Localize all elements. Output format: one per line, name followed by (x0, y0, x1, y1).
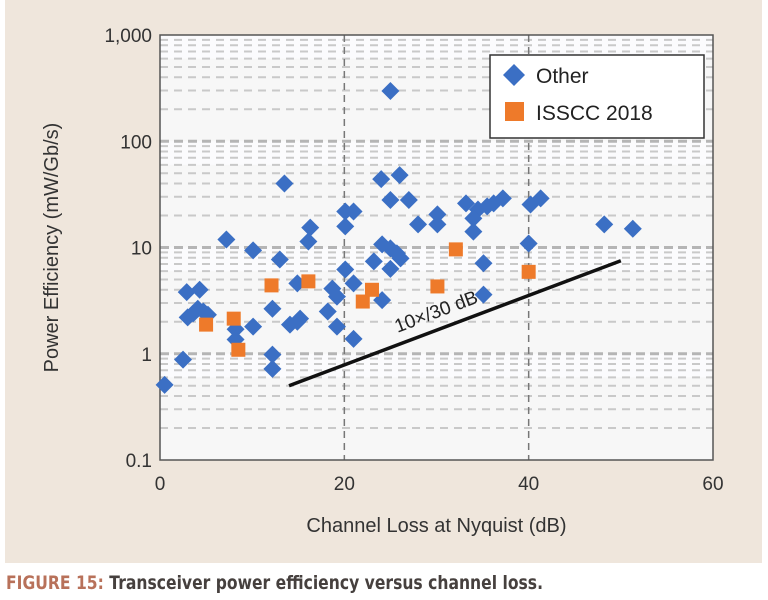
x-tick-label: 40 (518, 474, 539, 495)
point-other (275, 174, 294, 193)
point-other (344, 202, 363, 221)
caption-text: Transceiver power efficiency versus chan… (109, 572, 543, 594)
point-other (244, 317, 263, 336)
point-isscc-2018 (430, 279, 445, 294)
point-other (263, 345, 282, 364)
figure-caption: FIGURE 15: Transceiver power efficiency … (6, 572, 543, 594)
point-other (318, 302, 337, 321)
legend-label: ISSCC 2018 (536, 102, 653, 125)
x-axis-label: Channel Loss at Nyquist (dB) (306, 515, 566, 537)
point-other (327, 287, 346, 306)
y-tick-label: 0.1 (126, 451, 152, 472)
grid-band (160, 247, 713, 272)
x-tick-label: 20 (334, 474, 355, 495)
point-other (595, 215, 614, 234)
point-other (493, 189, 512, 208)
point-other (190, 280, 209, 299)
point-other (390, 166, 409, 185)
point-other (428, 215, 447, 234)
point-other (344, 274, 363, 293)
point-other (299, 232, 318, 251)
point-isscc-2018 (199, 317, 214, 332)
point-other (474, 254, 493, 273)
grid-band (160, 141, 713, 165)
point-isscc-2018 (355, 294, 370, 309)
plot-frame (159, 34, 714, 461)
point-other (519, 234, 538, 253)
point-other (464, 222, 483, 241)
point-other (244, 241, 263, 260)
point-other (155, 375, 174, 394)
point-other (623, 219, 642, 238)
point-isscc-2018 (521, 264, 536, 279)
point-other (399, 190, 418, 209)
point-other (409, 215, 428, 234)
y-tick-label: 100 (120, 132, 152, 153)
point-other (291, 309, 310, 328)
point-other (336, 217, 355, 236)
point-other (301, 218, 320, 237)
point-other (327, 317, 346, 336)
caption-label: FIGURE 15: (6, 572, 104, 594)
point-other (456, 194, 475, 213)
point-other (391, 249, 410, 268)
grid-band (160, 353, 713, 378)
point-isscc-2018 (301, 274, 316, 289)
y-tick-label: 1 (141, 345, 152, 366)
point-isscc-2018 (448, 242, 463, 257)
trend-line (288, 259, 622, 388)
point-other (263, 359, 282, 378)
point-other (381, 259, 400, 278)
legend-label: Other (536, 65, 589, 88)
point-other (381, 82, 400, 101)
point-other (428, 205, 447, 224)
legend (489, 54, 705, 139)
point-other (217, 230, 236, 249)
point-other (344, 329, 363, 348)
scatter-chart: 0 20 40 60 0.1 1 10 100 1,000 Channel Loss at Nyq… (41, 26, 724, 537)
point-other (474, 285, 493, 304)
y-tick-label: 10 (131, 239, 152, 260)
point-other (174, 350, 193, 369)
point-isscc-2018 (264, 278, 279, 293)
y-axis-label: Power Efficiency (mW/Gb/s) (41, 123, 63, 373)
x-tick-label: 60 (702, 474, 723, 495)
point-other (372, 170, 391, 189)
point-other (531, 189, 550, 208)
legend-marker-other (503, 64, 525, 86)
point-other (464, 209, 483, 228)
point-other (263, 299, 282, 318)
point-isscc-2018 (231, 342, 246, 357)
point-isscc-2018 (364, 282, 379, 297)
grid-band (160, 35, 713, 59)
x-tick-label: 0 (155, 474, 166, 495)
point-other (177, 283, 196, 302)
point-other (381, 190, 400, 209)
point-other (364, 252, 383, 271)
y-tick-label: 1,000 (104, 26, 152, 47)
point-isscc-2018 (226, 311, 241, 326)
point-other (336, 260, 355, 279)
legend-marker-isscc-2018 (505, 102, 524, 121)
point-other (270, 250, 289, 269)
